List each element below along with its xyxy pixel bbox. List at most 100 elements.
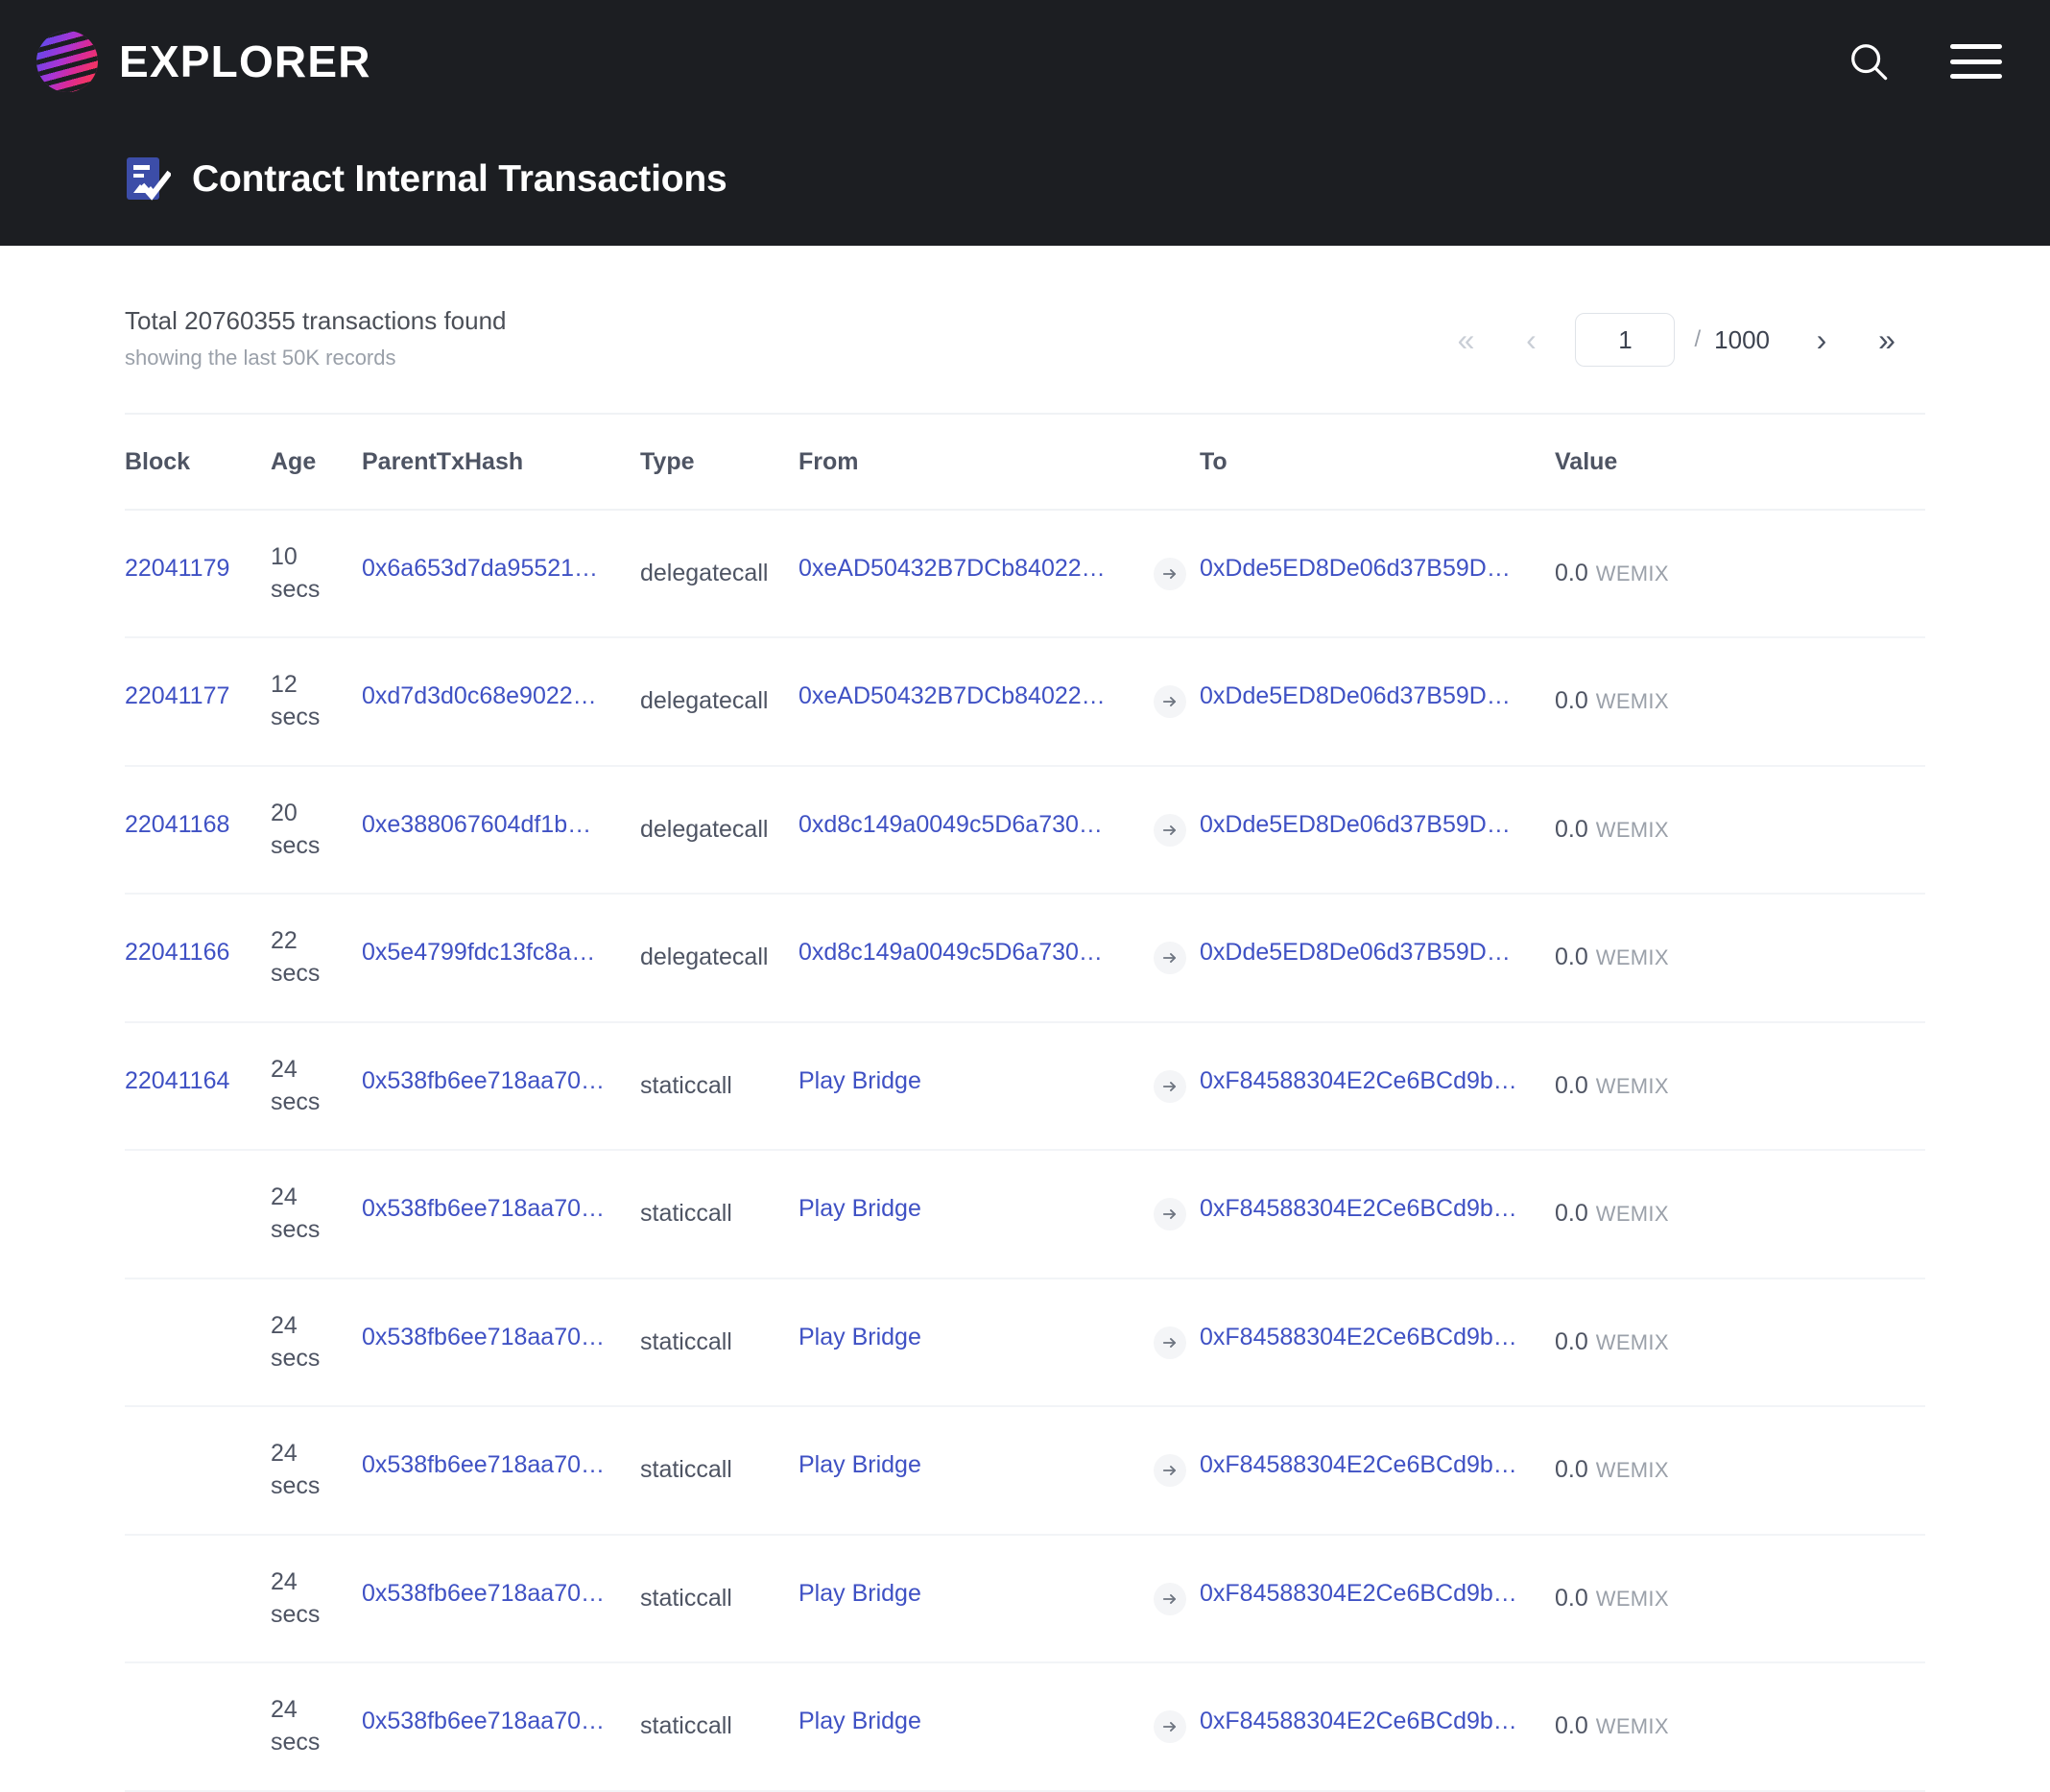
cell-block: 22041179 [125,509,271,639]
cell-age: 24 secs [271,1406,362,1536]
value-amount: 0.0 [1555,687,1588,715]
cell-direction-arrow [1154,637,1200,767]
first-page-button[interactable]: « [1439,313,1492,367]
value-unit: WEMIX [1595,561,1669,585]
cell-direction-arrow [1154,509,1200,639]
cell-type: staticcall [640,1406,799,1536]
cell-from: Play Bridge [799,1534,1154,1664]
main-content: Total 20760355 transactions found showin… [0,246,2050,1792]
block-link[interactable]: 22041168 [125,810,230,838]
from-address-link[interactable]: Play Bridge [799,1195,921,1223]
block-link[interactable]: 22041179 [125,554,230,582]
to-address-link[interactable]: 0xF84588304E2Ce6BCd9b… [1200,1579,1517,1607]
to-address-link[interactable]: 0xF84588304E2Ce6BCd9b… [1200,1066,1517,1094]
cell-value: 0.0 WEMIX [1555,1150,1925,1279]
to-address-link[interactable]: 0xF84588304E2Ce6BCd9b… [1200,1708,1517,1735]
table-body: 22041179 10 secs 0x6a653d7da95521… delegatec… [125,509,1925,1792]
value-unit: WEMIX [1595,945,1669,970]
top-header-bar: EXPLORER Contract [0,0,2050,246]
page-number-input[interactable] [1575,313,1676,367]
column-header-value: Value [1555,412,1925,511]
cell-age: 12 secs [271,637,362,767]
cell-value: 0.0 WEMIX [1555,765,1925,896]
parent-tx-hash-link[interactable]: 0x538fb6ee718aa70… [362,1195,606,1223]
to-address-link[interactable]: 0xDde5ED8De06d37B59D… [1200,682,1511,710]
block-link[interactable]: 22041177 [125,682,230,710]
arrow-right-icon [1154,1069,1186,1103]
block-link[interactable]: 22041166 [125,939,230,967]
next-page-button[interactable]: › [1795,313,1848,367]
last-page-button[interactable]: » [1860,313,1914,367]
table-meta-row: Total 20760355 transactions found showin… [125,246,1925,413]
search-button[interactable] [1840,33,1897,90]
arrow-right-icon [1154,813,1186,847]
to-address-link[interactable]: 0xF84588304E2Ce6BCd9b… [1200,1323,1517,1350]
menu-button[interactable] [1947,33,2005,90]
column-header-parenttxhash: ParentTxHash [362,412,640,511]
value-amount: 0.0 [1555,1712,1588,1740]
to-address-link[interactable]: 0xF84588304E2Ce6BCd9b… [1200,1451,1517,1479]
parent-tx-hash-link[interactable]: 0x6a653d7da95521… [362,554,599,582]
value-amount: 0.0 [1555,1327,1588,1355]
to-address-link[interactable]: 0xF84588304E2Ce6BCd9b… [1200,1195,1517,1223]
cell-to: 0xDde5ED8De06d37B59D… [1200,765,1555,896]
cell-age: 24 secs [271,1662,362,1792]
from-address-link[interactable]: Play Bridge [799,1323,921,1350]
from-address-link[interactable]: Play Bridge [799,1579,921,1607]
parent-tx-hash-link[interactable]: 0xd7d3d0c68e9022… [362,682,597,710]
value-unit: WEMIX [1595,817,1669,842]
total-pages-label: 1000 [1714,324,1770,354]
cell-type: staticcall [640,1278,799,1408]
parent-tx-hash-link[interactable]: 0x5e4799fdc13fc8a… [362,939,596,967]
from-address-link[interactable]: Play Bridge [799,1708,921,1735]
cell-parenttxhash: 0x5e4799fdc13fc8a… [362,894,640,1023]
prev-page-button[interactable]: ‹ [1504,313,1558,367]
column-header-from: From [799,412,1154,511]
from-address-link[interactable]: Play Bridge [799,1451,921,1479]
value-unit: WEMIX [1595,1714,1669,1739]
pagination: « ‹ / 1000 › » [1439,313,1925,367]
arrow-right-icon [1154,1582,1186,1615]
table-row: 22041179 10 secs 0x6a653d7da95521… delegatec… [125,509,1925,639]
parent-tx-hash-link[interactable]: 0x538fb6ee718aa70… [362,1579,606,1607]
column-header-type: Type [640,412,799,511]
cell-value: 0.0 WEMIX [1555,1021,1925,1152]
to-address-link[interactable]: 0xDde5ED8De06d37B59D… [1200,939,1511,967]
value-unit: WEMIX [1595,1458,1669,1483]
cell-from: Play Bridge [799,1150,1154,1279]
cell-from: 0xd8c149a0049c5D6a730… [799,894,1154,1023]
value-unit: WEMIX [1595,1202,1669,1227]
parent-tx-hash-link[interactable]: 0x538fb6ee718aa70… [362,1451,606,1479]
summary-block: Total 20760355 transactions found showin… [125,305,507,370]
cell-block [125,1406,271,1536]
to-address-link[interactable]: 0xDde5ED8De06d37B59D… [1200,554,1511,582]
cell-block [125,1662,271,1792]
to-address-link[interactable]: 0xDde5ED8De06d37B59D… [1200,810,1511,838]
cell-from: Play Bridge [799,1278,1154,1408]
block-link[interactable]: 22041164 [125,1066,230,1094]
from-address-link[interactable]: Play Bridge [799,1066,921,1094]
cell-from: 0xeAD50432B7DCb84022… [799,509,1154,639]
table-row: 22041168 20 secs 0xe388067604df1b… delegatec… [125,765,1925,896]
brand-logo-link[interactable]: EXPLORER [36,31,371,92]
from-address-link[interactable]: 0xeAD50432B7DCb84022… [799,682,1106,710]
cell-type: staticcall [640,1150,799,1279]
cell-value: 0.0 WEMIX [1555,1534,1925,1664]
cell-block [125,1278,271,1408]
arrow-right-icon [1154,1710,1186,1744]
cell-age: 24 secs [271,1021,362,1152]
parent-tx-hash-link[interactable]: 0xe388067604df1b… [362,810,592,838]
parent-tx-hash-link[interactable]: 0x538fb6ee718aa70… [362,1066,606,1094]
from-address-link[interactable]: 0xeAD50432B7DCb84022… [799,554,1106,582]
parent-tx-hash-link[interactable]: 0x538fb6ee718aa70… [362,1708,606,1735]
cell-parenttxhash: 0x538fb6ee718aa70… [362,1662,640,1792]
cell-parenttxhash: 0x538fb6ee718aa70… [362,1406,640,1536]
parent-tx-hash-link[interactable]: 0x538fb6ee718aa70… [362,1323,606,1350]
from-address-link[interactable]: 0xd8c149a0049c5D6a730… [799,939,1103,967]
cell-direction-arrow [1154,1662,1200,1792]
cell-block: 22041168 [125,765,271,896]
cell-value: 0.0 WEMIX [1555,637,1925,767]
cell-block: 22041177 [125,637,271,767]
cell-to: 0xF84588304E2Ce6BCd9b… [1200,1150,1555,1279]
from-address-link[interactable]: 0xd8c149a0049c5D6a730… [799,810,1103,838]
